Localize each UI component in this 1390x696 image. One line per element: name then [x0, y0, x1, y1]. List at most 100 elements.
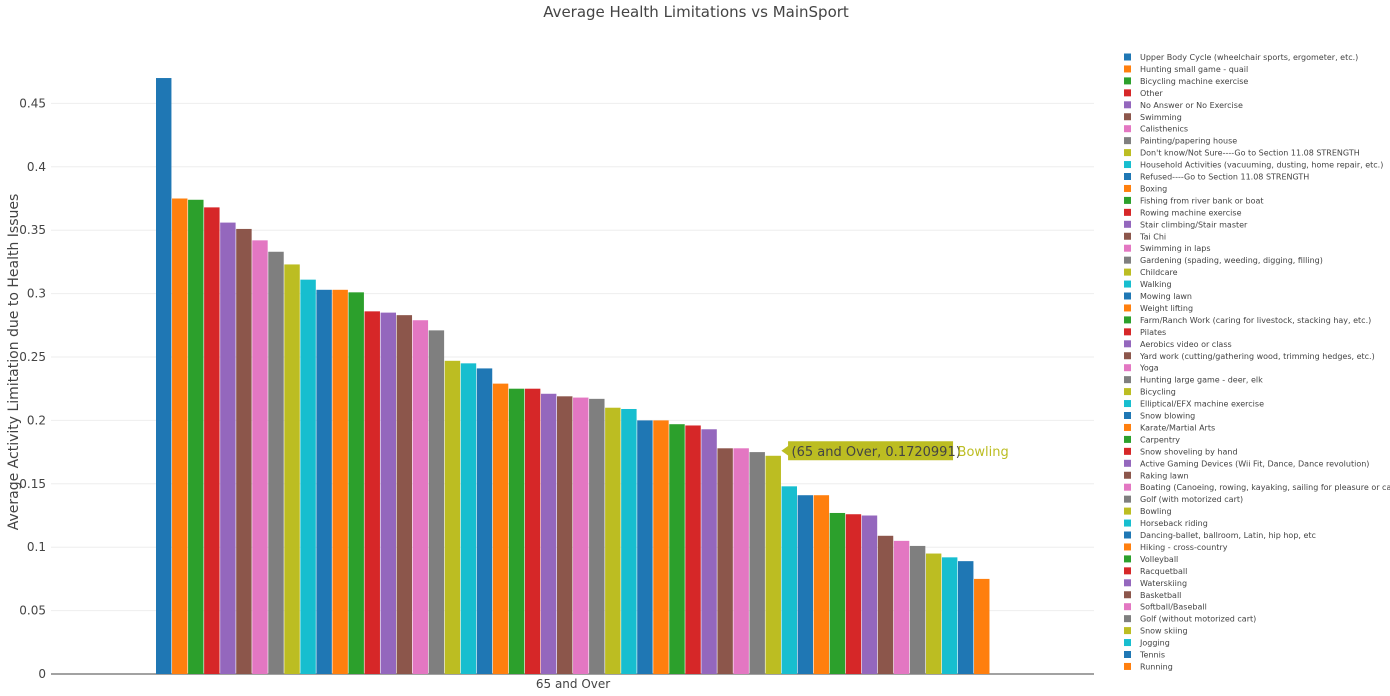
legend-item[interactable]: Dancing-ballet, ballroom, Latin, hip hop… — [1124, 531, 1316, 540]
bar[interactable] — [460, 363, 477, 674]
bar[interactable] — [925, 553, 942, 674]
legend-item[interactable]: Other — [1124, 89, 1163, 98]
bar[interactable] — [974, 578, 990, 674]
bar[interactable] — [508, 388, 525, 674]
bar[interactable] — [316, 289, 332, 674]
bar[interactable] — [653, 420, 669, 674]
legend-item[interactable]: Bicycling — [1124, 388, 1176, 397]
bar[interactable] — [348, 292, 364, 674]
bar[interactable] — [813, 495, 830, 674]
legend-item[interactable]: Walking — [1124, 280, 1172, 289]
bar[interactable] — [621, 408, 637, 674]
legend-item[interactable]: Snow blowing — [1124, 412, 1195, 421]
legend-item[interactable]: Snow shoveling by hand — [1124, 447, 1238, 456]
legend-item[interactable]: Upper Body Cycle (wheelchair sports, erg… — [1124, 53, 1358, 62]
bar[interactable] — [540, 393, 557, 674]
bar[interactable] — [637, 420, 653, 674]
legend-item[interactable]: Don't know/Not Sure----Go to Section 11.… — [1124, 149, 1360, 158]
bar[interactable] — [685, 425, 701, 674]
bar[interactable] — [300, 279, 316, 674]
legend-item[interactable]: Rowing machine exercise — [1124, 208, 1242, 217]
legend-item[interactable]: Gardening (spading, weeding, digging, fi… — [1124, 256, 1323, 265]
legend-item[interactable]: Swimming in laps — [1124, 244, 1211, 253]
legend-item[interactable]: Snow skiing — [1124, 627, 1188, 636]
bar[interactable] — [332, 289, 348, 674]
legend-item[interactable]: Aerobics video or class — [1124, 340, 1232, 349]
bar[interactable] — [877, 535, 894, 674]
bar[interactable] — [941, 557, 958, 674]
bar[interactable] — [893, 540, 910, 674]
legend-item[interactable]: Fishing from river bank or boat — [1124, 196, 1264, 205]
legend-item[interactable]: Painting/papering house — [1124, 137, 1237, 146]
bar[interactable] — [861, 515, 878, 675]
bar[interactable] — [524, 388, 541, 674]
bar[interactable] — [829, 512, 846, 674]
bar[interactable] — [781, 486, 797, 674]
legend-item[interactable]: Mowing lawn — [1124, 292, 1192, 301]
bar[interactable] — [909, 545, 926, 674]
legend-item[interactable]: Hunting small game - quail — [1124, 65, 1248, 74]
legend[interactable]: Upper Body Cycle (wheelchair sports, erg… — [1124, 53, 1390, 671]
bar[interactable] — [701, 429, 717, 674]
bar[interactable] — [252, 240, 268, 674]
bar[interactable] — [188, 199, 204, 674]
legend-item[interactable]: Running — [1124, 662, 1173, 671]
bar[interactable] — [669, 424, 685, 674]
legend-item[interactable]: Yoga — [1124, 364, 1159, 373]
legend-item[interactable]: Active Gaming Devices (Wii Fit, Dance, D… — [1124, 459, 1369, 468]
legend-item[interactable]: Bowling — [1124, 507, 1172, 516]
legend-item[interactable]: Yard work (cutting/gathering wood, trimm… — [1124, 352, 1375, 361]
bar[interactable] — [364, 311, 380, 674]
legend-item[interactable]: Softball/Baseball — [1124, 603, 1207, 612]
legend-item[interactable]: Weight lifting — [1124, 304, 1193, 313]
bar[interactable] — [284, 264, 300, 674]
bar[interactable] — [958, 561, 974, 674]
bar[interactable] — [476, 368, 493, 674]
bar[interactable] — [589, 398, 605, 674]
bar[interactable] — [717, 448, 733, 674]
bar[interactable] — [428, 330, 445, 674]
bar[interactable] — [845, 514, 862, 674]
legend-item[interactable]: Boating (Canoeing, rowing, kayaking, sai… — [1124, 483, 1390, 492]
bar[interactable] — [268, 251, 284, 675]
bar[interactable] — [396, 315, 413, 674]
legend-item[interactable]: Horseback riding — [1124, 519, 1208, 528]
bar[interactable] — [444, 360, 461, 674]
legend-item[interactable]: Bicycling machine exercise — [1124, 77, 1248, 86]
legend-item[interactable]: Swimming — [1124, 113, 1182, 122]
bar[interactable] — [797, 495, 814, 674]
legend-item[interactable]: Racquetball — [1124, 567, 1187, 576]
bar[interactable] — [492, 383, 509, 674]
legend-item[interactable]: Carpentry — [1124, 435, 1180, 444]
legend-item[interactable]: Boxing — [1124, 184, 1167, 193]
bar[interactable] — [765, 455, 781, 674]
bar[interactable] — [749, 452, 765, 674]
legend-item[interactable]: No Answer or No Exercise — [1124, 101, 1243, 110]
legend-item[interactable]: Waterskiing — [1124, 579, 1187, 588]
legend-item[interactable]: Refused----Go to Section 11.08 STRENGTH — [1124, 173, 1309, 182]
legend-item[interactable]: Karate/Martial Arts — [1124, 423, 1215, 432]
bar[interactable] — [733, 448, 749, 674]
legend-item[interactable]: Elliptical/EFX machine exercise — [1124, 400, 1264, 409]
legend-item[interactable]: Household Activities (vacuuming, dusting… — [1124, 161, 1383, 170]
legend-item[interactable]: Hiking - cross-country — [1124, 543, 1228, 552]
bar[interactable] — [156, 78, 172, 675]
bar[interactable] — [236, 228, 252, 674]
legend-item[interactable]: Raking lawn — [1124, 471, 1189, 480]
legend-item[interactable]: Jogging — [1124, 639, 1170, 648]
legend-item[interactable]: Volleyball — [1124, 555, 1178, 564]
legend-item[interactable]: Childcare — [1124, 268, 1178, 277]
bar[interactable] — [172, 198, 188, 675]
legend-item[interactable]: Tai Chi — [1124, 232, 1166, 241]
legend-item[interactable]: Hunting large game - deer, elk — [1124, 376, 1263, 385]
legend-item[interactable]: Farm/Ranch Work (caring for livestock, s… — [1124, 316, 1371, 325]
legend-item[interactable]: Stair climbing/Stair master — [1124, 220, 1248, 229]
legend-item[interactable]: Tennis — [1124, 651, 1165, 660]
bar[interactable] — [573, 397, 589, 674]
legend-item[interactable]: Pilates — [1124, 328, 1166, 337]
bar[interactable] — [220, 222, 236, 675]
legend-item[interactable]: Golf (with motorized cart) — [1124, 495, 1243, 504]
bar[interactable] — [204, 207, 220, 674]
legend-item[interactable]: Basketball — [1124, 591, 1181, 600]
bar[interactable] — [605, 407, 621, 674]
